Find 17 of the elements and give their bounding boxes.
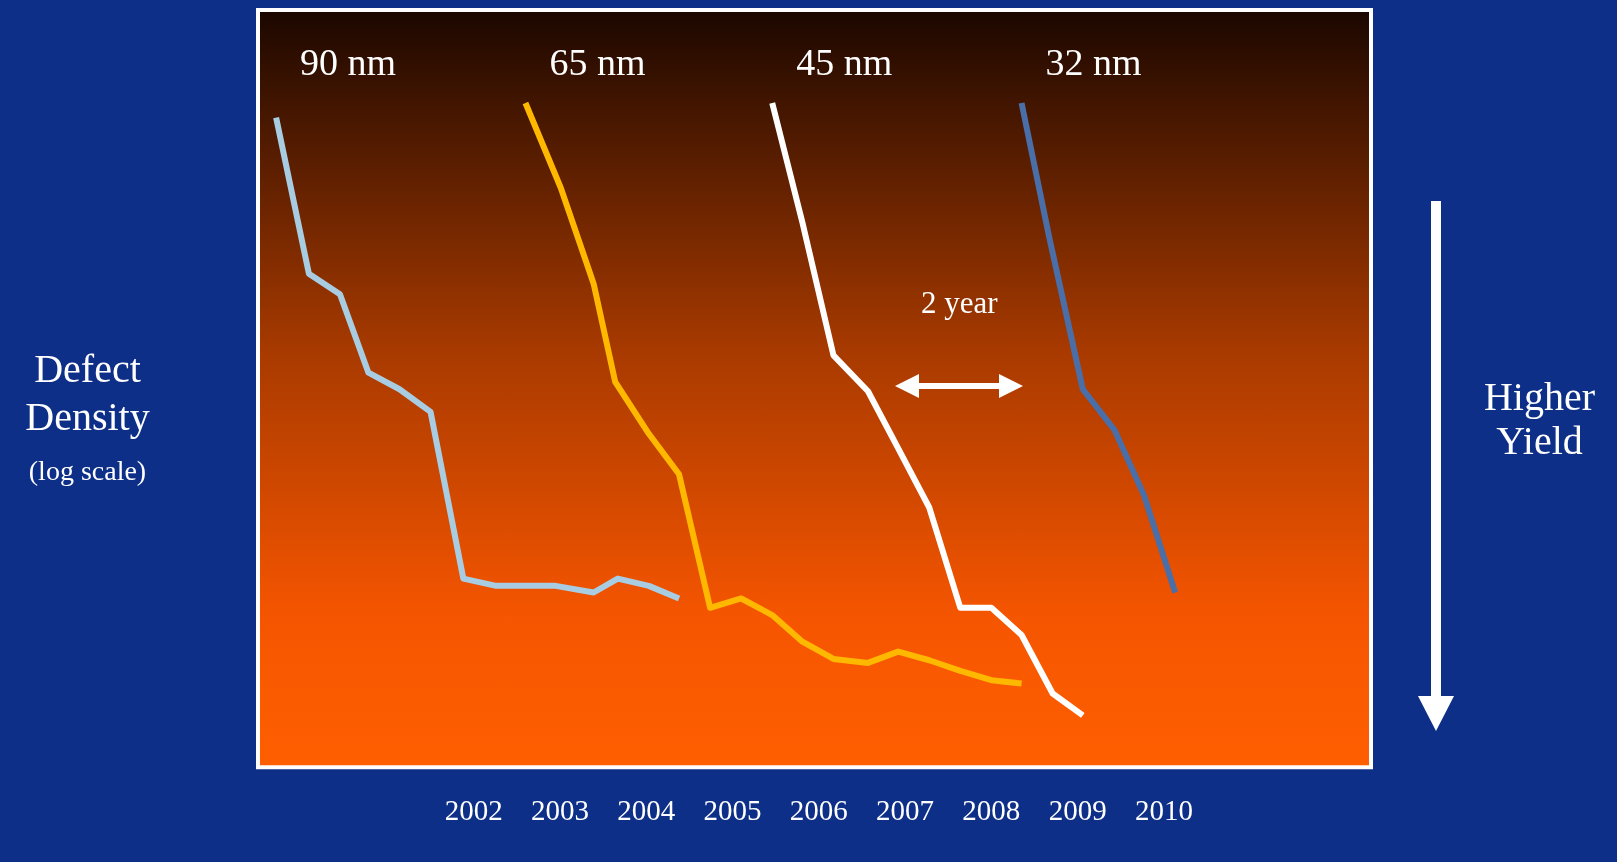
series-label: 45 nm [796, 40, 893, 83]
x-tick-label: 2006 [789, 794, 848, 827]
annotation: 2 year [919, 285, 999, 322]
x-tick-label: 2009 [1048, 794, 1107, 827]
x-tick-label: 2004 [617, 794, 676, 827]
y-axis-title: Defect Density [24, 345, 151, 441]
x-tick-label: 2007 [876, 794, 935, 827]
text: (log scale) [27, 455, 148, 487]
x-tick-label: 2008 [962, 794, 1021, 827]
x-tick-label: 2003 [530, 794, 589, 827]
x-tick-label: 2005 [703, 794, 762, 827]
x-tick-label: 2010 [1134, 794, 1193, 827]
series-label: 90 nm [300, 40, 397, 83]
y2-axis-title: Higher Yield [1482, 374, 1597, 463]
series-label: 32 nm [1045, 40, 1142, 83]
x-tick-label: 2002 [444, 794, 503, 827]
series-label: 65 nm [549, 40, 646, 83]
